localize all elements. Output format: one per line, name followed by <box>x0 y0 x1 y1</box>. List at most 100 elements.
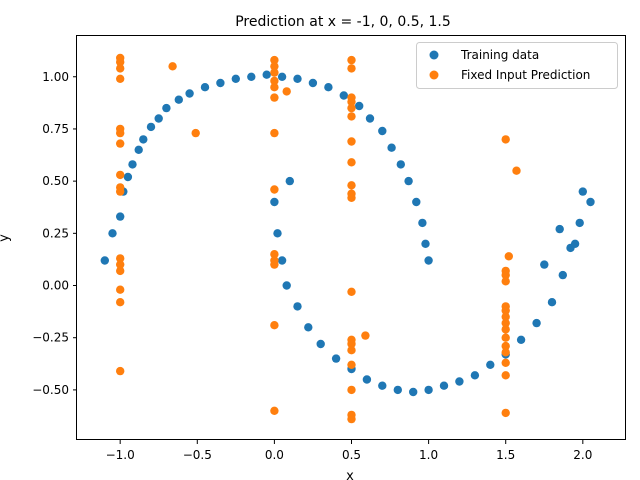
training-point <box>154 114 163 123</box>
prediction-point <box>347 287 356 296</box>
training-point <box>439 381 449 390</box>
training-point <box>174 95 183 104</box>
prediction-point <box>270 321 279 330</box>
training-point <box>547 298 557 307</box>
y-tick-label: −0.50 <box>32 383 69 397</box>
training-point <box>139 135 148 144</box>
prediction-point <box>116 74 125 84</box>
x-axis-ticks: −1.0 −0.5 0.0 0.5 1.0 1.5 2.0 <box>106 440 592 462</box>
prediction-point <box>347 193 356 202</box>
training-point <box>270 197 279 207</box>
training-point <box>365 114 375 123</box>
training-point <box>262 70 271 79</box>
training-point <box>308 78 318 88</box>
prediction-point <box>501 371 510 380</box>
prediction-point <box>347 385 356 395</box>
training-point <box>134 145 143 154</box>
legend: Training data Fixed Input Prediction <box>416 42 618 89</box>
prediction-point <box>347 97 356 107</box>
legend-marker-prediction <box>429 70 439 80</box>
points-layer <box>100 53 595 424</box>
prediction-point <box>347 360 356 369</box>
training-point <box>128 160 137 169</box>
training-point <box>424 256 433 265</box>
training-point <box>277 256 287 265</box>
legend-label-prediction: Fixed Input Prediction <box>461 68 590 82</box>
prediction-point <box>512 166 521 175</box>
training-point <box>247 72 256 82</box>
training-point <box>123 172 133 182</box>
y-tick-label: 0.50 <box>42 174 69 188</box>
prediction-point <box>347 414 356 424</box>
legend-label-training: Training data <box>460 48 539 62</box>
prediction-point <box>270 406 279 415</box>
x-tick-label: 1.5 <box>496 448 515 462</box>
training-point <box>421 239 430 248</box>
training-point <box>470 371 480 380</box>
y-axis-ticks: −0.50 −0.25 0.00 0.25 0.50 0.75 1.00 <box>32 70 77 397</box>
prediction-point <box>270 260 279 269</box>
training-point <box>578 187 587 196</box>
legend-marker-training <box>429 50 439 60</box>
y-axis-label: y <box>0 234 12 242</box>
prediction-point <box>501 270 510 280</box>
training-point <box>387 143 396 152</box>
prediction-series <box>116 53 521 424</box>
y-tick-label: 1.00 <box>42 70 69 84</box>
prediction-point <box>501 341 510 351</box>
training-data-series <box>100 70 595 397</box>
training-point <box>331 354 341 363</box>
training-point <box>324 83 333 92</box>
prediction-point <box>270 93 279 102</box>
prediction-point <box>191 128 200 138</box>
training-point <box>282 281 291 290</box>
training-point <box>285 176 294 186</box>
prediction-point <box>361 331 370 340</box>
training-point <box>404 176 413 186</box>
training-point <box>362 375 372 384</box>
training-point <box>200 83 210 92</box>
training-point <box>185 89 194 98</box>
training-point <box>216 78 225 88</box>
x-tick-label: 1.0 <box>419 448 438 462</box>
y-tick-label: −0.25 <box>32 331 69 345</box>
plot-frame <box>76 35 626 440</box>
training-point <box>455 377 464 386</box>
prediction-point <box>116 285 125 294</box>
prediction-point <box>116 298 125 307</box>
training-point <box>393 385 402 395</box>
prediction-point <box>501 325 510 334</box>
x-tick-label: −0.5 <box>183 448 212 462</box>
training-point <box>412 197 421 207</box>
training-point <box>586 197 595 207</box>
x-axis-label: x <box>346 469 354 480</box>
prediction-point <box>116 64 125 73</box>
prediction-point <box>270 55 279 65</box>
prediction-point <box>116 187 125 196</box>
x-tick-label: −1.0 <box>106 448 135 462</box>
training-point <box>378 126 387 136</box>
prediction-point <box>347 339 356 349</box>
training-point <box>555 224 564 234</box>
prediction-point <box>501 277 510 286</box>
prediction-point <box>116 57 125 67</box>
prediction-point <box>347 64 356 73</box>
training-point <box>558 270 567 280</box>
prediction-point <box>116 128 125 138</box>
prediction-point <box>501 348 510 357</box>
training-point <box>532 318 541 328</box>
prediction-point <box>270 68 279 77</box>
training-point <box>418 218 427 228</box>
training-point <box>396 160 405 169</box>
training-point <box>293 74 302 84</box>
training-point <box>304 323 313 332</box>
prediction-point <box>270 83 279 92</box>
prediction-point <box>347 158 356 167</box>
chart-title: Prediction at x = -1, 0, 0.5, 1.5 <box>235 14 451 30</box>
training-point <box>516 335 526 344</box>
training-point <box>146 122 156 132</box>
training-point <box>116 212 125 221</box>
training-point <box>570 239 580 248</box>
training-point <box>273 229 282 238</box>
